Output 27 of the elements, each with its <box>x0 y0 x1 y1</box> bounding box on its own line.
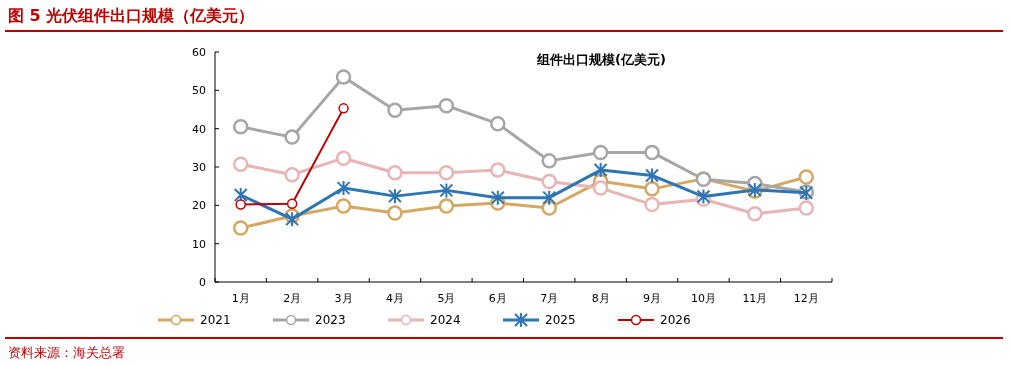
x-tick-label: 6月 <box>488 292 507 305</box>
y-tick-label: 0 <box>199 275 206 289</box>
legend-label: 2025 <box>545 313 576 328</box>
text: 资料来源：海关总署 <box>8 345 125 360</box>
legend-label: 2024 <box>430 313 461 328</box>
y-tick-label: 50 <box>192 84 206 98</box>
x-tick-label: 7月 <box>540 292 559 305</box>
x-tick-label: 1月 <box>231 292 250 305</box>
y-tick-label: 30 <box>192 160 206 174</box>
y-tick-label: 60 <box>192 45 206 59</box>
x-tick-label: 3月 <box>334 292 353 305</box>
x-tick-label: 8月 <box>591 292 610 305</box>
legend-label: 2021 <box>200 313 231 328</box>
x-tick-label: 11月 <box>742 292 768 305</box>
x-tick-label: 2月 <box>283 292 302 305</box>
x-tick-label: 12月 <box>793 292 819 305</box>
legend-label: 2026 <box>660 313 691 328</box>
x-tick-label: 9月 <box>643 292 662 305</box>
y-tick-label: 20 <box>192 199 206 213</box>
y-tick-label: 10 <box>192 237 206 251</box>
x-tick-label: 5月 <box>437 292 456 305</box>
y-tick-label: 40 <box>192 122 206 136</box>
x-tick-label: 10月 <box>690 292 716 305</box>
chart-subtitle: 组件出口规模(亿美元) <box>536 52 666 67</box>
x-tick-label: 4月 <box>385 292 404 305</box>
legend-label: 2023 <box>315 313 346 328</box>
chart-title: 图 5 光伏组件出口规模（亿美元） <box>8 6 255 25</box>
